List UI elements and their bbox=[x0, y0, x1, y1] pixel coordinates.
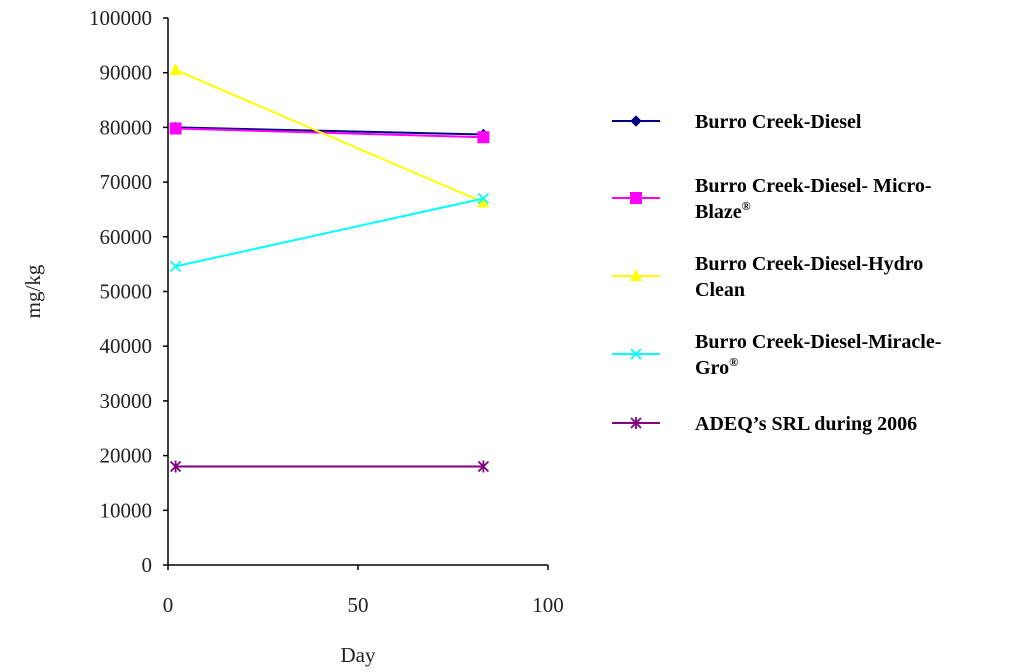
legend-superscript: ® bbox=[729, 355, 738, 369]
y-tick-label: 10000 bbox=[100, 498, 153, 522]
legend-label: Clean bbox=[695, 279, 745, 301]
y-axis-ticks: 0 10000 20000 30000 40000 50000 60000 70000 8000… bbox=[89, 6, 168, 577]
data-point bbox=[477, 192, 490, 205]
y-tick-label: 60000 bbox=[100, 225, 153, 249]
series-line bbox=[175, 69, 484, 204]
legend-label: Blaze® bbox=[695, 199, 751, 223]
y-tick-label: 40000 bbox=[100, 334, 153, 358]
legend-item: Burro Creek-Diesel-Hydro Clean bbox=[612, 253, 923, 301]
legend-label: Burro Creek-Diesel-Miracle- bbox=[695, 331, 941, 353]
series-line bbox=[175, 126, 484, 136]
x-axis-ticks: 0 50 100 bbox=[163, 565, 564, 617]
data-point bbox=[477, 460, 490, 473]
y-tick-label: 50000 bbox=[100, 280, 153, 304]
data-point bbox=[630, 192, 642, 204]
series-line bbox=[175, 197, 484, 268]
x-tick-label: 0 bbox=[163, 593, 174, 617]
data-point bbox=[477, 131, 490, 144]
legend-item: Burro Creek-Diesel bbox=[612, 111, 862, 133]
y-tick-label: 100000 bbox=[89, 6, 152, 30]
data-point bbox=[630, 348, 642, 360]
legend: Burro Creek-Diesel Burro Creek-Diesel- Mi… bbox=[612, 111, 941, 435]
axes bbox=[167, 18, 548, 566]
data-point bbox=[630, 417, 642, 429]
x-tick-label: 100 bbox=[532, 593, 564, 617]
series-1 bbox=[169, 122, 490, 144]
series-layer bbox=[169, 62, 490, 473]
legend-label: Burro Creek-Diesel-Hydro bbox=[695, 253, 923, 275]
data-point bbox=[477, 195, 490, 208]
x-axis-title: Day bbox=[341, 643, 376, 667]
y-axis-title: mg/kg bbox=[21, 264, 45, 318]
data-point bbox=[169, 122, 182, 135]
y-tick-label: 90000 bbox=[100, 61, 153, 85]
series-4 bbox=[169, 460, 490, 473]
legend-item: ADEQ’s SRL during 2006 bbox=[612, 413, 917, 435]
legend-superscript: ® bbox=[742, 199, 751, 213]
y-tick-label: 20000 bbox=[100, 444, 153, 468]
x-tick-label: 50 bbox=[348, 593, 369, 617]
data-point bbox=[169, 460, 182, 473]
data-point bbox=[630, 269, 642, 281]
data-point bbox=[630, 115, 642, 127]
y-tick-label: 70000 bbox=[100, 170, 153, 194]
series-3 bbox=[169, 192, 490, 272]
legend-label: Gro® bbox=[695, 355, 738, 379]
legend-label: Burro Creek-Diesel- Micro- bbox=[695, 175, 932, 197]
legend-label: ADEQ’s SRL during 2006 bbox=[695, 413, 917, 435]
y-tick-label: 30000 bbox=[100, 389, 153, 413]
y-tick-label: 0 bbox=[142, 553, 153, 577]
legend-label: Burro Creek-Diesel bbox=[695, 111, 862, 133]
y-tick-label: 80000 bbox=[100, 115, 153, 139]
legend-item: Burro Creek-Diesel-Miracle-Gro® bbox=[612, 331, 941, 379]
data-point bbox=[169, 62, 182, 75]
series-2 bbox=[169, 62, 490, 208]
data-point bbox=[169, 260, 182, 272]
series-line bbox=[175, 127, 484, 139]
legend-item: Burro Creek-Diesel- Micro-Blaze® bbox=[612, 175, 932, 223]
